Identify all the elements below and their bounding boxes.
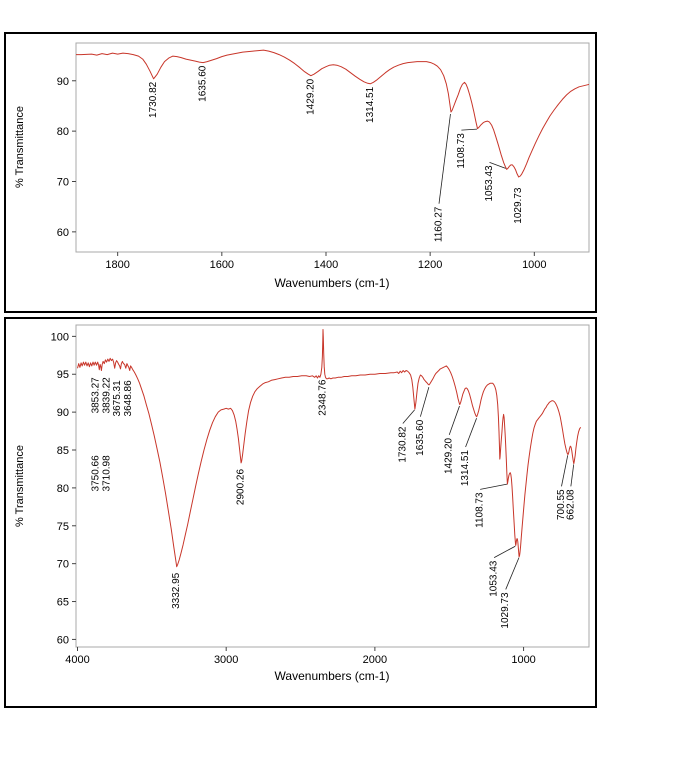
y-axis-tick-label: 65 (57, 597, 69, 609)
peak-wavenumber-label: 1029.73 (500, 592, 511, 629)
peak-wavenumber-label: 1429.20 (305, 78, 316, 115)
spectrum-curve (77, 329, 582, 568)
x-axis-title: Wavenumbers (cm-1) (274, 669, 390, 683)
peak-label-leader-line (402, 409, 415, 424)
peak-label-leader-line (448, 405, 460, 435)
peak-wavenumber-label: 1053.43 (489, 560, 500, 597)
peak-wavenumber-label: 1314.51 (365, 86, 376, 123)
y-axis-title: % Transmittance (14, 445, 26, 527)
peak-label-leader-line (480, 483, 508, 490)
y-axis-tick-label: 70 (57, 559, 69, 571)
x-axis-tick-label: 4000 (65, 654, 89, 666)
y-axis-tick-label: 80 (57, 483, 69, 495)
x-axis-title: Wavenumbers (cm-1) (274, 276, 390, 290)
peak-label-leader-line (489, 161, 506, 169)
peak-wavenumber-label: 3675.31 (112, 380, 123, 417)
peak-wavenumber-label: 700.55 (556, 489, 567, 520)
y-axis-tick-label: 60 (57, 634, 69, 646)
peak-label-leader-line (570, 464, 575, 487)
ir-spectrum-full-chart-window: 4000 3000 2000 1000 100 95 90 85 80 75 70 65 60 3853.… (4, 317, 597, 708)
peak-wavenumber-label: 3853.27 (90, 377, 101, 414)
x-axis-tick-label: 1000 (522, 259, 546, 271)
peak-wavenumber-label: 1053.43 (484, 165, 495, 202)
x-axis-tick-label: 3000 (214, 654, 238, 666)
y-axis-tick-label: 85 (57, 445, 69, 457)
peak-wavenumber-label: 3710.98 (102, 455, 113, 492)
peak-wavenumber-label: 1635.60 (415, 419, 426, 456)
peak-wavenumber-label: 1730.82 (148, 81, 159, 118)
x-axis-tick-label: 1600 (210, 259, 234, 271)
peak-wavenumber-label: 1029.73 (513, 187, 524, 224)
ir-spectrum-zoom-chart-window: 1800 1600 1400 1200 1000 90 80 70 60 1730.82 1635.… (4, 32, 597, 313)
peak-wavenumber-label: 1108.73 (475, 492, 486, 528)
peak-label-leader-line (493, 545, 516, 558)
peak-wavenumber-label: 2900.26 (236, 469, 247, 506)
y-axis-tick-label: 100 (51, 331, 69, 343)
peak-wavenumber-label: 3839.22 (102, 377, 113, 414)
y-axis-tick-label: 95 (57, 369, 69, 381)
x-axis-tick-label: 1400 (314, 259, 338, 271)
peak-label-leader-line (465, 418, 477, 448)
peak-label-leader-line (461, 128, 478, 131)
peak-label-leader-line (561, 455, 569, 487)
x-axis-tick-label: 2000 (363, 654, 387, 666)
ir-spectrum-full-canvas: 4000 3000 2000 1000 100 95 90 85 80 75 70 65 60 3853.… (51, 324, 590, 666)
peak-wavenumber-label: 1730.82 (397, 426, 408, 463)
peak-label-leader-line (419, 387, 430, 417)
peak-wavenumber-label: 1429.20 (444, 437, 455, 474)
peak-label-leader-line (505, 557, 520, 590)
y-axis-tick-label: 80 (57, 126, 69, 138)
peak-wavenumber-label: 2348.76 (317, 379, 328, 416)
peak-wavenumber-label: 1314.51 (460, 450, 471, 487)
peak-wavenumber-label: 1160.27 (434, 206, 445, 242)
x-axis-tick-label: 1000 (511, 654, 535, 666)
spectrum-curve (76, 49, 589, 178)
x-axis-tick-label: 1200 (418, 259, 442, 271)
peak-wavenumber-label: 1635.60 (198, 65, 209, 102)
peak-wavenumber-label: 3648.86 (123, 380, 134, 417)
peak-wavenumber-label: 3750.66 (90, 455, 101, 492)
peak-wavenumber-label: 3332.95 (171, 572, 182, 609)
peak-label-leader-line (438, 113, 451, 204)
x-axis-tick-label: 1800 (105, 259, 129, 271)
y-axis-tick-label: 70 (57, 176, 69, 188)
plot-frame (75, 42, 590, 253)
y-axis-title: % Transmittance (14, 106, 26, 188)
ir-spectrum-zoom-canvas: 1800 1600 1400 1200 1000 90 80 70 60 1730.82 1635.… (57, 42, 590, 271)
peak-wavenumber-label: 1108.73 (456, 133, 467, 169)
y-axis-tick-label: 75 (57, 521, 69, 533)
peak-wavenumber-label: 662.08 (565, 489, 576, 520)
y-axis-tick-label: 60 (57, 227, 69, 239)
y-axis-tick-label: 90 (57, 76, 69, 88)
y-axis-tick-label: 90 (57, 407, 69, 419)
